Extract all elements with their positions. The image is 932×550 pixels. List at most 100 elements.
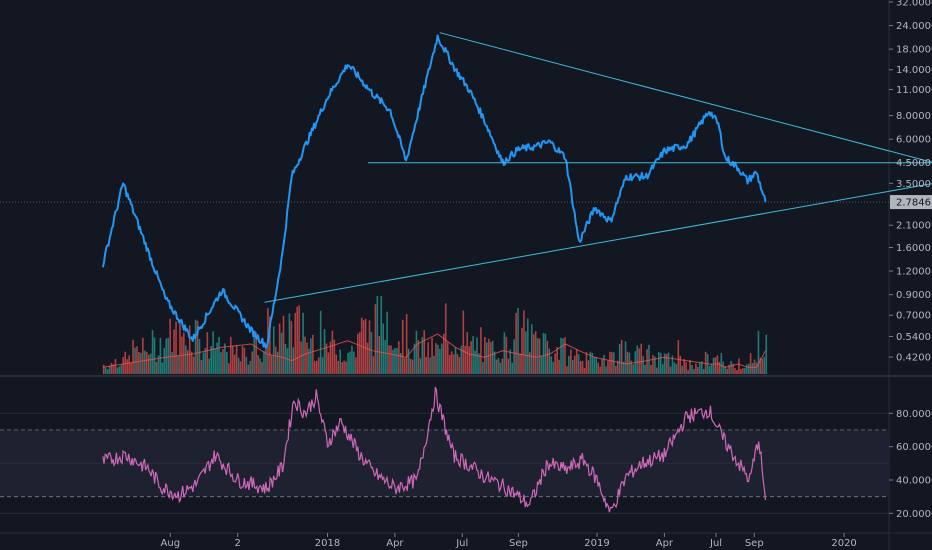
volume-bar bbox=[755, 362, 758, 374]
volume-bar bbox=[468, 346, 470, 374]
volume-bar bbox=[603, 354, 605, 374]
volume-bar bbox=[613, 352, 615, 374]
volume-bar bbox=[403, 358, 406, 374]
volume-bar bbox=[304, 336, 306, 374]
trendline[interactable] bbox=[439, 32, 932, 163]
price-tick-label: 32.0000 bbox=[896, 0, 932, 9]
volume-bar bbox=[728, 364, 730, 374]
volume-bar bbox=[474, 350, 476, 374]
volume-bar bbox=[405, 314, 408, 374]
volume-bar bbox=[439, 348, 441, 374]
volume-bar bbox=[399, 352, 402, 374]
volume-bar bbox=[294, 312, 297, 374]
volume-bar bbox=[761, 358, 764, 374]
volume-bar bbox=[675, 363, 678, 374]
volume-bar bbox=[171, 352, 173, 374]
volume-bar bbox=[259, 358, 261, 374]
volume-bar bbox=[581, 360, 584, 374]
rsi-pane[interactable] bbox=[0, 386, 889, 514]
volume-bar bbox=[605, 366, 607, 374]
volume-bar bbox=[697, 366, 699, 374]
volume-bar bbox=[233, 354, 236, 374]
price-axis[interactable]: 32.0000 24.0000 18.0000 14.0000 11.0000 8.000… bbox=[0, 0, 932, 364]
volume-bar bbox=[120, 365, 123, 374]
volume-bar bbox=[190, 351, 193, 374]
volume-bar bbox=[312, 334, 314, 374]
volume-bar bbox=[493, 351, 496, 374]
volume-bar bbox=[593, 357, 596, 374]
price-tick-label: 24.0000 bbox=[896, 21, 932, 32]
volume-bar bbox=[536, 338, 539, 374]
volume-bar bbox=[315, 360, 318, 374]
volume-bar bbox=[251, 351, 254, 374]
time-axis[interactable]: Aug 2 2018 Apr Jul Sep 2019 Apr Jul Sep 2020 bbox=[161, 533, 857, 549]
volume-bar bbox=[290, 320, 293, 374]
volume-bar bbox=[173, 329, 175, 374]
volume-bar bbox=[145, 351, 148, 374]
volume-bar bbox=[413, 343, 416, 374]
rsi-tick-label: 20.0000 bbox=[896, 509, 932, 520]
volume-bar bbox=[530, 324, 533, 374]
time-tick-label: 2 bbox=[234, 538, 240, 549]
volume-bar bbox=[517, 307, 519, 374]
volume-bar bbox=[143, 350, 146, 374]
price-tick-label: 8.0000 bbox=[896, 111, 931, 122]
volume-bar bbox=[657, 351, 660, 374]
volume-bar bbox=[525, 331, 527, 374]
price-tick-label: 0.5400 bbox=[896, 332, 931, 343]
volume-bar bbox=[356, 333, 359, 374]
volume-bar bbox=[220, 352, 222, 374]
trendline[interactable] bbox=[264, 183, 932, 303]
volume-bar bbox=[298, 305, 300, 374]
rsi-axis[interactable]: 80.0000 60.0000 40.0000 20.0000 bbox=[889, 409, 932, 520]
volume-bar bbox=[528, 352, 531, 374]
volume-bar bbox=[239, 361, 242, 374]
price-tick-label: 3.5000 bbox=[896, 179, 931, 190]
volume-bar bbox=[558, 359, 560, 374]
volume-bar bbox=[208, 358, 211, 374]
rsi-series-line[interactable] bbox=[102, 386, 767, 513]
volume-bar bbox=[652, 355, 654, 374]
volume-bar bbox=[683, 359, 685, 374]
volume-bar bbox=[337, 360, 340, 374]
volume-bar bbox=[482, 361, 484, 374]
price-tick-label: 1.2000 bbox=[896, 267, 931, 278]
volume-bar bbox=[478, 353, 480, 374]
volume-bar bbox=[661, 364, 664, 374]
volume-bar bbox=[734, 368, 736, 374]
volume-bar bbox=[585, 352, 588, 374]
volume-bar bbox=[464, 345, 467, 374]
volume-bar bbox=[708, 365, 711, 374]
volume-bar bbox=[630, 360, 633, 374]
volume-bar bbox=[702, 369, 705, 374]
volume-bar bbox=[282, 315, 285, 374]
volume-bar bbox=[577, 354, 580, 374]
volume-bar bbox=[570, 349, 572, 374]
volume-bar bbox=[646, 349, 648, 374]
volume-bar bbox=[392, 349, 394, 374]
volume-bar bbox=[222, 349, 224, 374]
volume-bar bbox=[382, 323, 385, 374]
volume-bar bbox=[448, 355, 451, 374]
volume-bar bbox=[271, 355, 273, 374]
volume-bar bbox=[310, 338, 312, 374]
price-series-line[interactable] bbox=[101, 34, 767, 349]
volume-bar bbox=[480, 327, 482, 374]
price-pane[interactable] bbox=[101, 32, 932, 349]
volume-bar bbox=[308, 348, 310, 374]
volume-bar bbox=[437, 344, 439, 374]
volume-bar bbox=[179, 321, 181, 374]
time-tick-label: Apr bbox=[386, 538, 404, 549]
volume-bar bbox=[667, 352, 670, 374]
volume-bar bbox=[378, 336, 381, 374]
volume-bar bbox=[527, 318, 529, 374]
volume-bar bbox=[200, 359, 203, 374]
volume-bar bbox=[509, 349, 512, 374]
volume-bar bbox=[532, 334, 535, 374]
volume-bar bbox=[616, 360, 619, 374]
volume-bar bbox=[759, 357, 762, 374]
volume-bar bbox=[601, 358, 603, 374]
volume-bar bbox=[380, 296, 383, 374]
time-tick-label: Jul bbox=[709, 538, 722, 549]
